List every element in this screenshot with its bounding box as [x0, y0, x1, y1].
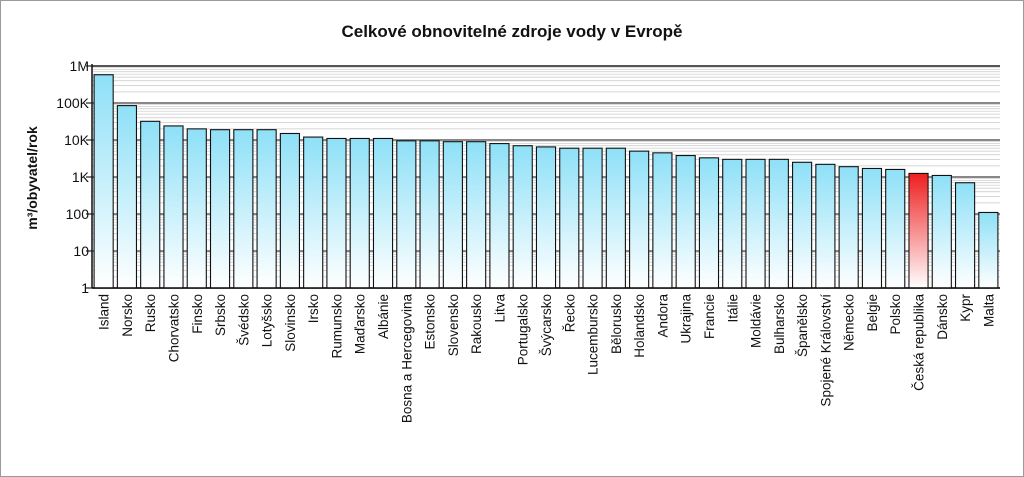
bar	[349, 137, 370, 289]
bar	[698, 157, 720, 289]
bar	[605, 147, 626, 289]
x-tick-label: Srbsko	[213, 294, 228, 336]
y-tick-label: 1	[81, 280, 89, 296]
bar	[535, 146, 557, 289]
x-tick-label: Holandsko	[632, 294, 647, 358]
x-tick-label: Dánsko	[935, 294, 950, 340]
x-tick-label: Česká republika	[912, 294, 927, 391]
x-tick-label: Litva	[492, 294, 507, 323]
x-tick-label: Portugalsko	[516, 294, 531, 365]
bars	[93, 74, 999, 289]
bar	[303, 136, 324, 289]
bar	[675, 154, 696, 289]
bar	[442, 141, 463, 289]
bar	[186, 128, 207, 289]
bar	[582, 147, 603, 289]
bar	[908, 172, 929, 289]
bar	[512, 145, 533, 289]
x-tick-label: Irsko	[306, 294, 321, 323]
x-tick-label: Spojené Království	[818, 294, 833, 407]
x-tick-label: Lucembursko	[586, 294, 601, 375]
x-tick-label: Španělsko	[795, 294, 810, 357]
x-tick-label: Estonsko	[423, 294, 438, 350]
bar	[163, 125, 184, 289]
bar	[233, 129, 254, 289]
bar	[792, 161, 813, 289]
bar	[489, 143, 510, 289]
x-tick-label: Finsko	[190, 294, 205, 334]
y-tick-label: 1M	[70, 58, 89, 74]
bar	[861, 167, 883, 289]
x-axis-ticks: Island Norsko Rusko Chorvatsko Finsko Srbsko Š…	[97, 294, 997, 424]
x-tick-label: Island	[97, 294, 112, 330]
x-tick-label: Rakousko	[469, 294, 484, 354]
x-tick-label: Bělorusko	[609, 294, 624, 354]
bar	[326, 137, 347, 289]
x-tick-label: Kypr	[958, 294, 973, 322]
x-tick-label: Slovinsko	[283, 294, 298, 352]
x-tick-label: Slovensko	[446, 294, 461, 356]
x-tick-label: Rusko	[143, 294, 158, 332]
bar	[559, 147, 580, 289]
y-tick-label: 100K	[56, 95, 89, 111]
x-tick-label: Polsko	[888, 294, 903, 335]
x-tick-label: Malta	[981, 294, 996, 328]
bar	[116, 105, 138, 289]
x-tick-label: Belgie	[865, 294, 880, 332]
x-tick-label: Švédsko	[236, 294, 251, 346]
x-tick-label: Francie	[702, 294, 717, 339]
y-tick-label: 10	[73, 243, 89, 259]
bar	[954, 182, 976, 289]
y-tick-label: 10K	[64, 132, 90, 148]
chart-title: Celkové obnovitelné zdroje vody v Evropě	[341, 22, 683, 41]
y-axis-ticks: 1 10 100 1K 10K 100K 1M	[56, 58, 1000, 296]
bar	[885, 168, 906, 289]
x-tick-label: Bosna a Hercegovina	[399, 294, 414, 424]
bar	[629, 150, 650, 289]
bar	[722, 158, 743, 289]
y-tick-label: 100	[66, 206, 90, 222]
bar	[419, 140, 440, 289]
bar	[745, 158, 766, 289]
x-tick-label: Rumunsko	[329, 294, 344, 359]
x-tick-label: Albánie	[376, 294, 391, 339]
x-tick-label: Andora	[655, 294, 670, 338]
bar	[396, 140, 417, 289]
x-tick-label: Itálie	[725, 294, 740, 323]
bar	[140, 120, 161, 289]
x-tick-label: Lotyšsko	[260, 294, 275, 347]
x-tick-label: Ukrajina	[679, 294, 694, 344]
x-tick-label: Německo	[842, 294, 857, 351]
bar	[652, 152, 673, 289]
x-tick-label: Maďarsko	[353, 294, 368, 354]
bar	[815, 163, 836, 289]
bar	[768, 158, 789, 289]
x-tick-label: Chorvatsko	[166, 294, 181, 362]
bar	[978, 211, 999, 289]
bar	[931, 174, 952, 289]
x-tick-label: Norsko	[120, 294, 135, 337]
y-tick-label: 1K	[72, 169, 90, 185]
bar	[279, 132, 300, 289]
bar	[209, 129, 231, 289]
x-tick-label: Řecko	[562, 294, 577, 332]
bar	[256, 129, 277, 289]
bar	[93, 74, 114, 289]
x-tick-label: Moldávie	[749, 294, 764, 348]
bar	[372, 137, 394, 289]
x-tick-label: Bulharsko	[772, 294, 787, 354]
bar	[466, 141, 487, 289]
bar	[838, 166, 859, 289]
x-tick-label: Švýcarsko	[539, 294, 554, 356]
